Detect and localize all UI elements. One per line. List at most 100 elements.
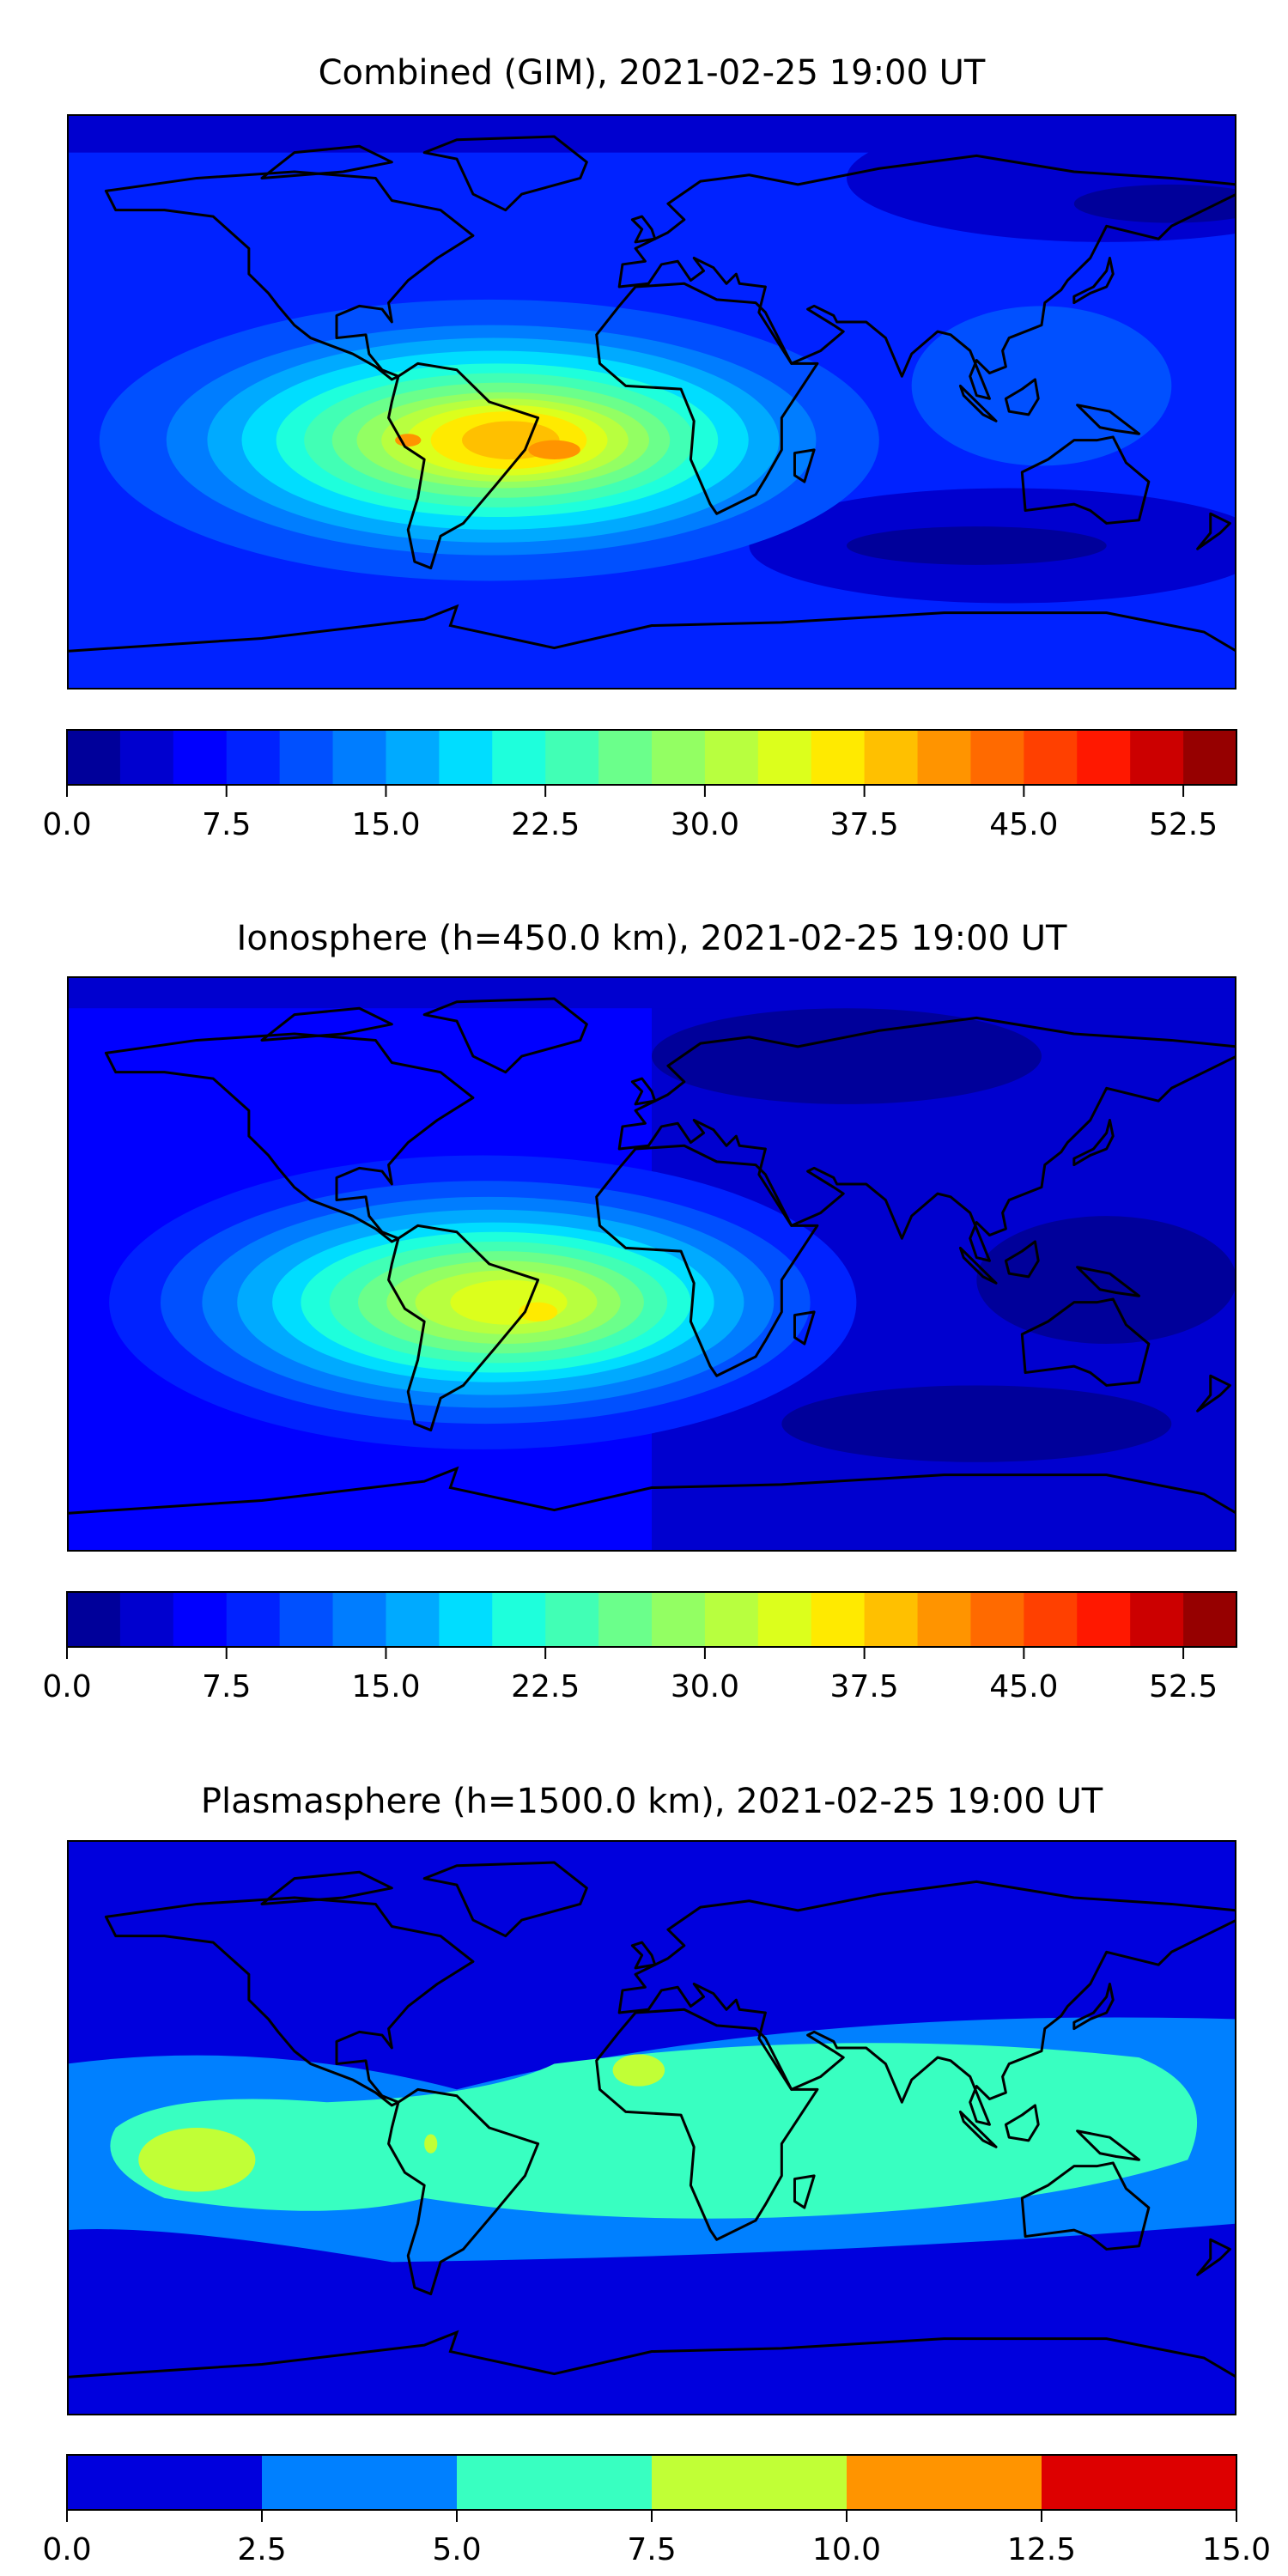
colorbar-segment bbox=[917, 730, 971, 785]
colorbar-segment bbox=[279, 1592, 334, 1647]
colorbar-segment bbox=[864, 1592, 919, 1647]
contour-region bbox=[976, 1216, 1236, 1345]
coastline-japan bbox=[1072, 1119, 1115, 1167]
coastline-new-zealand bbox=[1196, 1374, 1231, 1413]
contour-region bbox=[528, 440, 580, 459]
colorbar-tick-label: 37.5 bbox=[830, 1669, 899, 1704]
coastline-sumatra bbox=[958, 2110, 998, 2148]
map-ionosphere bbox=[67, 976, 1236, 1552]
colorbar-tick-label: 52.5 bbox=[1149, 1669, 1218, 1704]
chart-title-combined: Combined (GIM), 2021-02-25 19:00 UT bbox=[318, 53, 986, 93]
map-frame bbox=[67, 114, 1236, 690]
colorbar-segment bbox=[173, 730, 228, 785]
colorbar-segment bbox=[652, 2455, 848, 2510]
colorbar-segment bbox=[1183, 1592, 1237, 1647]
colorbar-segment bbox=[279, 730, 334, 785]
colorbar-tick-label: 7.5 bbox=[627, 2532, 676, 2567]
colorbar-ionosphere: 0.0 7.5 15.0 22.5 30.0 37.5 45.0 52.5 bbox=[42, 1591, 1237, 1704]
coastline-africa bbox=[595, 1144, 819, 1377]
colorbar-segment bbox=[67, 730, 121, 785]
colorbar-segment bbox=[917, 1592, 971, 1647]
colorbar-segment bbox=[67, 1592, 121, 1647]
map-combined bbox=[67, 114, 1236, 690]
coastline-japan bbox=[1072, 257, 1115, 305]
chart-title-plasmasphere: Plasmasphere (h=1500.0 km), 2021-02-25 1… bbox=[200, 1782, 1103, 1821]
map-frame bbox=[67, 976, 1236, 1552]
coastline-madagascar bbox=[793, 2174, 816, 2209]
colorbar-segment bbox=[1130, 1592, 1184, 1647]
colorbar-tick-label: 45.0 bbox=[989, 807, 1058, 842]
colorbar-tick-label: 5.0 bbox=[432, 2532, 481, 2567]
colorbar-segment bbox=[704, 1592, 759, 1647]
contour-region bbox=[424, 2134, 438, 2154]
coastline-north-america bbox=[104, 1896, 475, 2107]
contour-region bbox=[847, 526, 1107, 565]
colorbar-tick-label: 2.5 bbox=[237, 2532, 286, 2567]
coastline-sumatra bbox=[958, 384, 998, 422]
coastline-madagascar bbox=[793, 448, 816, 483]
colorbar-segment bbox=[492, 730, 546, 785]
colorbar-segment bbox=[1077, 730, 1131, 785]
colorbar-segment bbox=[652, 1592, 706, 1647]
colorbar-plasmasphere: 0.0 2.5 5.0 7.5 10.0 12.5 15.0 bbox=[42, 2454, 1271, 2567]
colorbar-segment bbox=[847, 2455, 1042, 2510]
colorbar-segment bbox=[545, 730, 599, 785]
coastline-south-america bbox=[387, 1224, 540, 1432]
coastline-africa bbox=[595, 2008, 819, 2241]
map-plasmasphere bbox=[67, 1840, 1236, 2415]
coastline-australia bbox=[1020, 1297, 1151, 1387]
colorbar-segment bbox=[119, 1592, 174, 1647]
coastline-great-britain bbox=[630, 1941, 657, 1970]
colorbar-segment bbox=[173, 1592, 228, 1647]
colorbar-segment bbox=[864, 730, 919, 785]
colorbar-tick-label: 7.5 bbox=[202, 1669, 251, 1704]
colorbar-segment bbox=[811, 730, 866, 785]
colorbar-segment bbox=[652, 730, 706, 785]
colorbar-segment bbox=[598, 730, 653, 785]
colorbar-tick-label: 30.0 bbox=[671, 1669, 739, 1704]
colorbar-segment bbox=[811, 1592, 866, 1647]
colorbar-segment bbox=[598, 1592, 653, 1647]
coastline-great-britain bbox=[630, 1077, 657, 1106]
colorbar-segment bbox=[332, 730, 386, 785]
colorbar-segment bbox=[386, 730, 440, 785]
coastline-north-america bbox=[104, 170, 475, 381]
coastline-eurasia bbox=[617, 154, 1236, 400]
chart-title-ionosphere: Ionosphere (h=450.0 km), 2021-02-25 19:0… bbox=[236, 919, 1067, 958]
coastline-borneo bbox=[1004, 378, 1040, 416]
map-frame bbox=[67, 1840, 1236, 2415]
coastline-new-guinea bbox=[1076, 404, 1140, 435]
colorbar-segment bbox=[226, 1592, 281, 1647]
contour-region bbox=[911, 306, 1172, 466]
colorbar-tick-label: 22.5 bbox=[511, 1669, 580, 1704]
colorbar-tick-label: 15.0 bbox=[1202, 2532, 1271, 2567]
colorbar-tick-label: 37.5 bbox=[830, 807, 899, 842]
coastline-south-america bbox=[387, 2087, 540, 2296]
coastline-new-guinea bbox=[1076, 1266, 1140, 1297]
colorbar-tick-label: 10.0 bbox=[812, 2532, 881, 2567]
colorbar-tick-label: 12.5 bbox=[1007, 2532, 1076, 2567]
coastline-great-britain bbox=[630, 215, 657, 244]
contour-region bbox=[110, 2043, 1198, 2219]
colorbar-segment bbox=[492, 1592, 546, 1647]
colorbar-segment bbox=[1183, 730, 1237, 785]
contour-region bbox=[652, 1008, 1042, 1104]
colorbar-segment bbox=[439, 730, 493, 785]
coastline-south-america bbox=[387, 361, 540, 570]
coastline-borneo bbox=[1004, 1240, 1040, 1279]
colorbar-segment bbox=[757, 730, 812, 785]
colorbar-segment bbox=[1130, 730, 1184, 785]
contour-region bbox=[67, 976, 1236, 1009]
coastline-eurasia bbox=[617, 1880, 1236, 2126]
coastline-africa bbox=[595, 282, 819, 515]
colorbar-segment bbox=[226, 730, 281, 785]
colorbar-segment bbox=[439, 1592, 493, 1647]
colorbar-segment bbox=[757, 1592, 812, 1647]
coastline-new-guinea bbox=[1076, 2129, 1140, 2161]
colorbar-segment bbox=[970, 730, 1024, 785]
coastline-australia bbox=[1020, 435, 1151, 525]
coastline-greenland bbox=[422, 997, 588, 1074]
coastline-australia bbox=[1020, 2161, 1151, 2251]
colorbar-tick-label: 45.0 bbox=[989, 1669, 1058, 1704]
coastline-new-zealand bbox=[1196, 512, 1231, 550]
